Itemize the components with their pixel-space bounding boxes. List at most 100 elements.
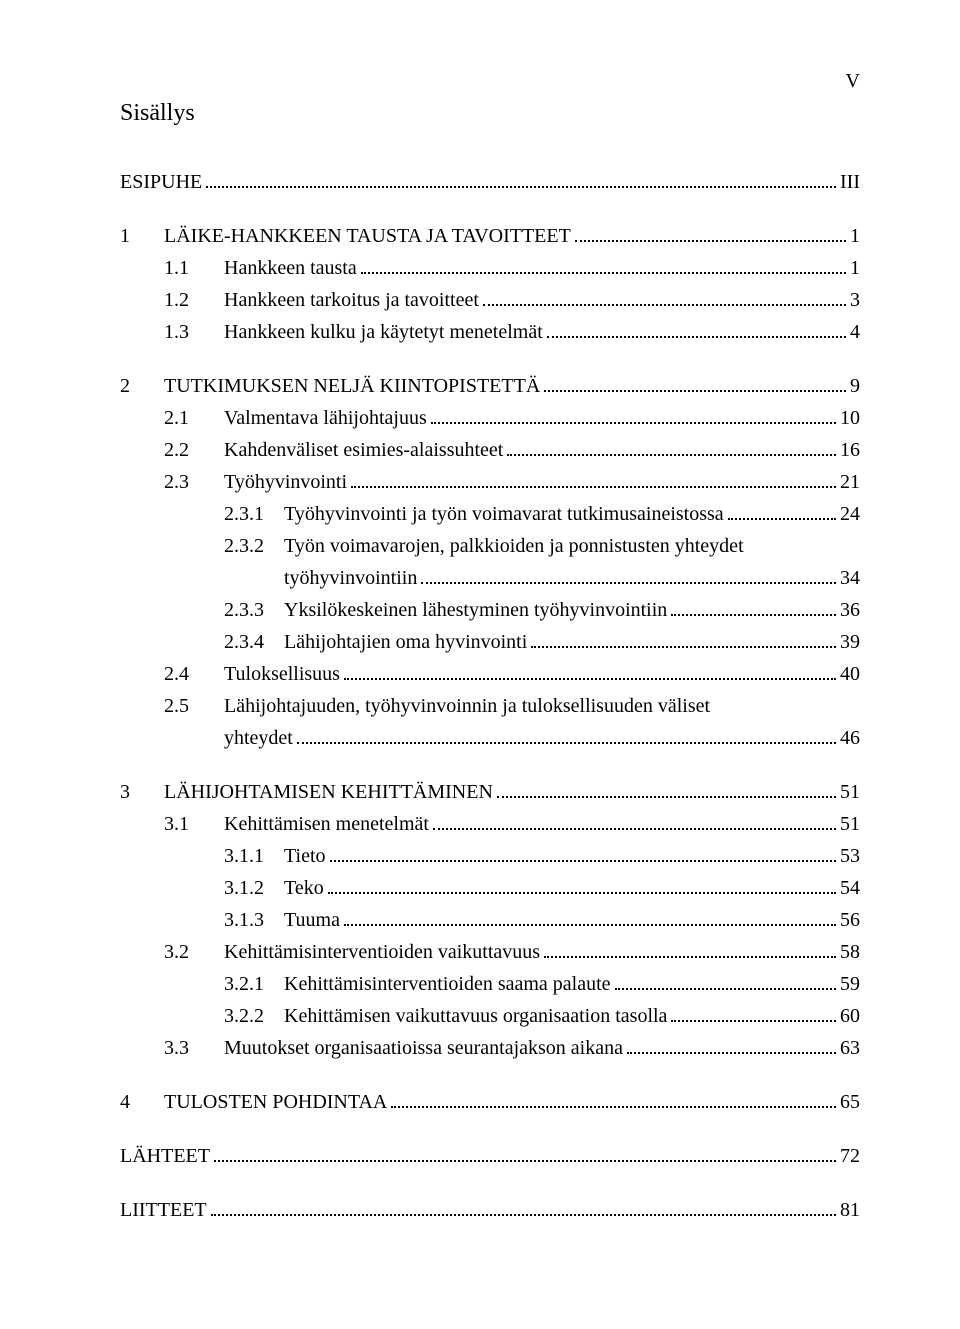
toc-entry-number: 1.1 xyxy=(164,253,224,283)
toc-leader-dots xyxy=(206,186,836,188)
toc-entry-label: Hankkeen tarkoitus ja tavoitteet xyxy=(224,285,479,315)
toc-entry-label: Tieto xyxy=(284,841,326,871)
toc-entry: LÄHTEET 72 xyxy=(120,1141,860,1171)
toc-entry: 1LÄIKE-HANKKEEN TAUSTA JA TAVOITTEET 1 xyxy=(120,221,860,251)
toc-leader-dots xyxy=(497,796,836,798)
toc-entry-label: LIITTEET xyxy=(120,1195,207,1225)
page-number-marker: V xyxy=(846,70,860,93)
toc-entry-page: 40 xyxy=(840,659,860,689)
toc-leader-dots xyxy=(671,1020,836,1022)
toc-entry: 3LÄHIJOHTAMISEN KEHITTÄMINEN 51 xyxy=(120,777,860,807)
toc-entry: 3.1Kehittämisen menetelmät 51 xyxy=(120,809,860,839)
toc-entry-page: 81 xyxy=(840,1195,860,1225)
toc-entry: 2.3Työhyvinvointi 21 xyxy=(120,467,860,497)
toc-leader-dots xyxy=(671,614,836,616)
toc-gap xyxy=(120,1065,860,1087)
toc-entry: 3.3Muutokset organisaatioissa seurantaja… xyxy=(120,1033,860,1063)
toc-entry-label: Tuloksellisuus xyxy=(224,659,340,689)
toc-leader-dots xyxy=(728,518,836,520)
toc-entry-number: 2.4 xyxy=(164,659,224,689)
toc-entry-label: Kahdenväliset esimies-alaissuhteet xyxy=(224,435,503,465)
toc-entry-label: LÄIKE-HANKKEEN TAUSTA JA TAVOITTEET xyxy=(164,221,571,251)
toc-entry: 1.3Hankkeen kulku ja käytetyt menetelmät… xyxy=(120,317,860,347)
toc-entry: 3.1.1Tieto 53 xyxy=(120,841,860,871)
toc-entry-number: 3.3 xyxy=(164,1033,224,1063)
toc-page: V Sisällys ESIPUHE III1LÄIKE-HANKKEEN TA… xyxy=(0,0,960,1329)
toc-entry: 3.1.2Teko 54 xyxy=(120,873,860,903)
toc-entry-continuation: yhteydet 46 xyxy=(120,723,860,753)
toc-entry-page: 46 xyxy=(840,723,860,753)
toc-entry-page: 3 xyxy=(850,285,860,315)
toc-gap xyxy=(120,755,860,777)
toc-entry-label: Tuuma xyxy=(284,905,340,935)
toc-entry-page: 10 xyxy=(840,403,860,433)
toc-entry: 2.2Kahdenväliset esimies-alaissuhteet 16 xyxy=(120,435,860,465)
toc-entry-number: 1 xyxy=(120,221,164,251)
toc-entry-label: Teko xyxy=(284,873,324,903)
toc-entry-number: 3.1.3 xyxy=(224,905,284,935)
toc-entry-label: Hankkeen tausta xyxy=(224,253,357,283)
toc-leader-dots xyxy=(351,486,836,488)
toc-entry-label: Kehittämisen menetelmät xyxy=(224,809,429,839)
toc-entry-label: Yksilökeskeinen lähestyminen työhyvinvoi… xyxy=(284,595,667,625)
toc-entry-number: 3.2 xyxy=(164,937,224,967)
toc-entry-number: 2.3.3 xyxy=(224,595,284,625)
toc-entry: 1.2Hankkeen tarkoitus ja tavoitteet 3 xyxy=(120,285,860,315)
toc-entry: 2.3.2Työn voimavarojen, palkkioiden ja p… xyxy=(120,531,860,561)
toc-gap xyxy=(120,1119,860,1141)
toc-entry-number: 3.1.1 xyxy=(224,841,284,871)
toc-entry-label: TUTKIMUKSEN NELJÄ KIINTOPISTETTÄ xyxy=(164,371,540,401)
toc-entry-page: 60 xyxy=(840,1001,860,1031)
toc-entry-number: 3.2.1 xyxy=(224,969,284,999)
toc-entry-page: 1 xyxy=(850,221,860,251)
toc-leader-dots xyxy=(483,304,846,306)
toc-leader-dots xyxy=(507,454,836,456)
toc-entry-label: Hankkeen kulku ja käytetyt menetelmät xyxy=(224,317,543,347)
toc-entry-label: Kehittämisinterventioiden vaikuttavuus xyxy=(224,937,540,967)
toc-entry-label: Kehittämisen vaikuttavuus organisaation … xyxy=(284,1001,667,1031)
toc-leader-dots xyxy=(431,422,836,424)
toc-body: ESIPUHE III1LÄIKE-HANKKEEN TAUSTA JA TAV… xyxy=(120,167,860,1225)
toc-entry-page: 63 xyxy=(840,1033,860,1063)
toc-entry: 3.2.2Kehittämisen vaikuttavuus organisaa… xyxy=(120,1001,860,1031)
toc-entry-label: LÄHIJOHTAMISEN KEHITTÄMINEN xyxy=(164,777,493,807)
toc-leader-dots xyxy=(344,678,836,680)
toc-entry-page: 24 xyxy=(840,499,860,529)
toc-entry-label: Kehittämisinterventioiden saama palaute xyxy=(284,969,611,999)
toc-entry-number: 2.5 xyxy=(164,691,224,721)
toc-entry: 2.5Lähijohtajuuden, työhyvinvoinnin ja t… xyxy=(120,691,860,721)
toc-entry-page: 36 xyxy=(840,595,860,625)
toc-entry: 2.3.4Lähijohtajien oma hyvinvointi 39 xyxy=(120,627,860,657)
toc-entry-page: 65 xyxy=(840,1087,860,1117)
toc-leader-dots xyxy=(627,1052,836,1054)
toc-entry-number: 1.3 xyxy=(164,317,224,347)
toc-entry-page: 16 xyxy=(840,435,860,465)
toc-entry-label: Työn voimavarojen, palkkioiden ja ponnis… xyxy=(284,531,744,561)
toc-leader-dots xyxy=(421,582,836,584)
toc-entry-page: 1 xyxy=(850,253,860,283)
toc-entry-page: 39 xyxy=(840,627,860,657)
toc-entry: 3.2.1Kehittämisinterventioiden saama pal… xyxy=(120,969,860,999)
toc-entry-page: 4 xyxy=(850,317,860,347)
toc-entry-number: 2.3.1 xyxy=(224,499,284,529)
toc-entry: 2.3.3Yksilökeskeinen lähestyminen työhyv… xyxy=(120,595,860,625)
toc-entry-page: 56 xyxy=(840,905,860,935)
toc-leader-dots xyxy=(361,272,846,274)
toc-title: Sisällys xyxy=(120,100,860,127)
toc-leader-dots xyxy=(330,860,836,862)
toc-entry-page: 51 xyxy=(840,777,860,807)
toc-entry-number: 2.3 xyxy=(164,467,224,497)
toc-entry: 1.1Hankkeen tausta 1 xyxy=(120,253,860,283)
toc-gap xyxy=(120,349,860,371)
toc-leader-dots xyxy=(297,742,836,744)
toc-entry-page: 51 xyxy=(840,809,860,839)
toc-entry-label: Työhyvinvointi ja työn voimavarat tutkim… xyxy=(284,499,724,529)
toc-entry-number: 2.1 xyxy=(164,403,224,433)
toc-entry: 3.1.3Tuuma 56 xyxy=(120,905,860,935)
toc-entry-label: Lähijohtajuuden, työhyvinvoinnin ja tulo… xyxy=(224,691,710,721)
toc-leader-dots xyxy=(344,924,836,926)
toc-entry-page: 54 xyxy=(840,873,860,903)
toc-entry-label: LÄHTEET xyxy=(120,1141,210,1171)
toc-leader-dots xyxy=(544,390,846,392)
toc-entry-label: Muutokset organisaatioissa seurantajakso… xyxy=(224,1033,623,1063)
